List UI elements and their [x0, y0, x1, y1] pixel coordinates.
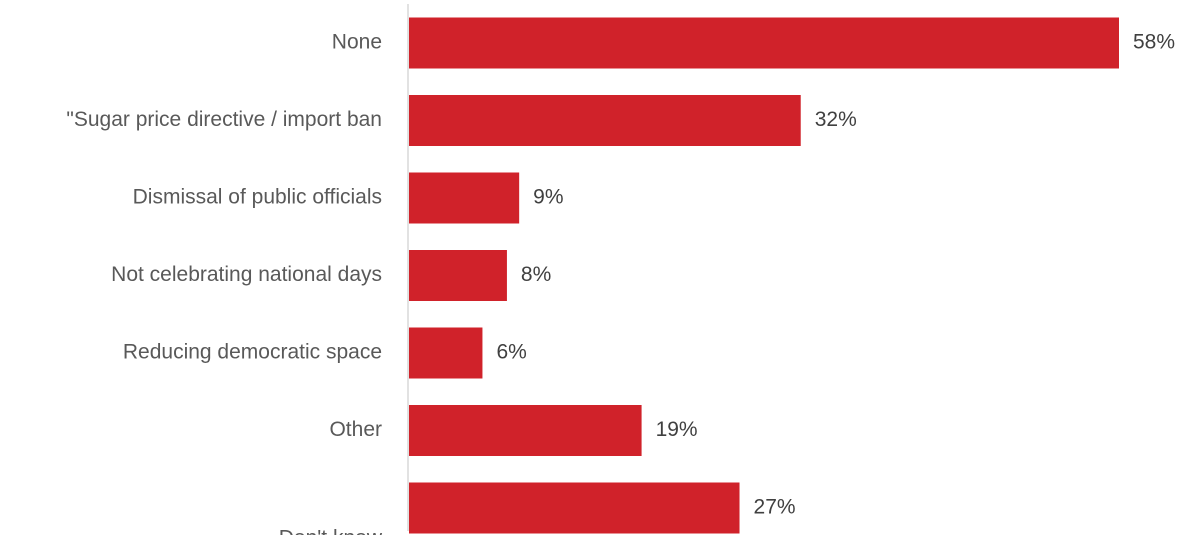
value-label: 27%	[754, 496, 796, 519]
category-label: Dismissal of public officials	[133, 186, 382, 209]
bars	[409, 17, 1119, 534]
category-label: Don't know	[279, 527, 383, 535]
bar	[409, 250, 507, 301]
bar	[409, 482, 740, 534]
bar	[409, 405, 642, 456]
category-label: Not celebrating national days	[111, 263, 382, 286]
category-label: Reducing democratic space	[123, 341, 382, 364]
bar	[409, 172, 520, 224]
category-label: None	[332, 31, 382, 54]
bar	[409, 17, 1119, 69]
bar	[409, 327, 483, 379]
bar	[409, 95, 801, 146]
value-label: 8%	[521, 263, 551, 286]
category-labels: None "Sugar price directive / import ban D…	[66, 31, 382, 535]
value-labels: 58% 32% 9% 8% 6% 19% 27%	[496, 31, 1175, 519]
value-label: 9%	[533, 186, 563, 209]
category-label: "Sugar price directive / import ban	[66, 108, 382, 131]
value-label: 32%	[815, 108, 857, 131]
value-label: 19%	[656, 418, 698, 441]
category-label: Other	[329, 418, 382, 441]
value-label: 6%	[496, 341, 526, 364]
value-label: 58%	[1133, 31, 1175, 54]
